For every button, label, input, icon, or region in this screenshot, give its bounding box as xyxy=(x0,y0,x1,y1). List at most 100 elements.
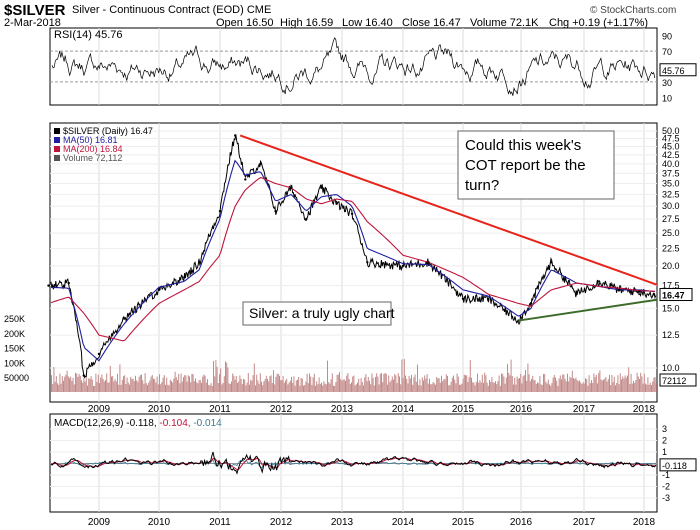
volume-bar xyxy=(607,379,609,392)
volume-bar xyxy=(467,381,469,392)
volume-bar xyxy=(469,360,471,392)
macd-tick--1: -1 xyxy=(662,470,670,480)
volume-bar xyxy=(241,384,243,392)
volume-bar xyxy=(318,377,320,392)
volume-bar xyxy=(66,370,68,392)
volume-bar xyxy=(431,384,433,392)
rsi-line xyxy=(51,37,656,96)
volume-bar xyxy=(531,379,532,392)
volume-bar xyxy=(129,384,130,392)
volume-bar xyxy=(73,384,75,392)
volume-bar xyxy=(72,377,74,392)
volume-bar xyxy=(169,379,171,392)
price-point xyxy=(618,288,621,292)
volume-bar xyxy=(274,384,276,392)
volume-bar xyxy=(520,373,522,392)
volume-bar xyxy=(451,377,453,392)
volume-bar xyxy=(598,373,600,392)
volume-bar xyxy=(181,381,183,392)
volume-bar xyxy=(465,375,466,392)
volume-bar xyxy=(353,375,355,392)
volume-bar xyxy=(497,381,499,392)
volume-bar xyxy=(432,382,434,392)
volume-bar xyxy=(311,384,313,392)
volume-bar xyxy=(207,379,208,392)
volume-bar xyxy=(537,382,538,392)
volume-bar xyxy=(52,384,54,392)
volume-bar xyxy=(258,383,260,392)
volume-bar xyxy=(279,375,280,392)
chart-symbol: $SILVER xyxy=(4,2,66,19)
volume-bar xyxy=(519,378,520,392)
volume-bar xyxy=(265,375,267,392)
volume-bar xyxy=(93,386,94,392)
volume-bar xyxy=(564,378,566,392)
volume-bar xyxy=(645,383,646,392)
chart-date: 2-Mar-2018 xyxy=(4,17,61,29)
volume-bar xyxy=(365,374,367,392)
volume-bar xyxy=(54,381,56,392)
volume-bar xyxy=(577,381,579,392)
volume-bar xyxy=(415,381,417,392)
volume-bar xyxy=(215,359,217,392)
price-tick-42.5: 42.5 xyxy=(662,150,680,160)
volume-bar xyxy=(412,384,414,392)
volume-bar xyxy=(571,370,573,392)
volume-bar xyxy=(420,385,422,392)
volume-bar xyxy=(352,376,354,392)
volume-bar xyxy=(406,378,408,392)
volume-bar xyxy=(280,380,282,392)
volume-bar xyxy=(496,384,498,392)
volume-bar xyxy=(449,385,451,392)
volume-bar xyxy=(202,376,204,392)
annotation-1-line-1: COT report be the xyxy=(465,157,586,174)
price-tick-45.0: 45.0 xyxy=(662,142,680,152)
volume-bar xyxy=(201,382,202,392)
volume-bar xyxy=(575,377,577,392)
volume-bar xyxy=(195,378,196,392)
volume-bar xyxy=(250,379,252,392)
volume-bar xyxy=(327,360,328,392)
price-tick-20.0: 20.0 xyxy=(662,261,680,271)
volume-bar xyxy=(328,382,330,392)
volume-bar xyxy=(409,378,411,392)
volume-bar xyxy=(271,383,273,392)
volume-bar xyxy=(349,384,351,392)
volume-bar xyxy=(642,383,644,392)
price-tick-35.0: 35.0 xyxy=(662,179,680,189)
volume-bar xyxy=(78,373,80,392)
ohlc-3: Close 16.47 xyxy=(402,17,461,29)
volume-bar xyxy=(457,376,459,392)
x-label-bottom-2013: 2013 xyxy=(331,517,354,528)
volume-bar xyxy=(136,380,138,392)
x-label-bottom-2016: 2016 xyxy=(510,517,533,528)
volume-bar xyxy=(269,376,271,392)
volume-bar xyxy=(635,380,637,392)
volume-bar xyxy=(297,379,298,392)
volume-bar xyxy=(161,381,163,392)
volume-bar xyxy=(613,376,615,392)
volume-bar xyxy=(619,373,621,392)
price-point xyxy=(244,178,247,181)
volume-bar xyxy=(557,386,559,392)
volume-bar xyxy=(545,381,547,392)
volume-bar xyxy=(417,364,418,392)
volume-bar xyxy=(233,375,235,392)
volume-bar xyxy=(55,376,57,392)
volume-bar xyxy=(64,376,66,392)
volume-tick-50000: 50000 xyxy=(4,373,29,383)
volume-bar xyxy=(283,382,285,392)
volume-bar xyxy=(124,375,126,392)
volume-bar xyxy=(633,381,634,392)
price-series xyxy=(50,134,657,379)
volume-bar xyxy=(483,383,484,392)
ohlc-5: Chg +0.19 (+1.17%) xyxy=(549,17,648,29)
volume-bar xyxy=(408,375,410,392)
volume-bar xyxy=(481,374,483,392)
volume-bar xyxy=(471,377,472,392)
volume-bar xyxy=(106,373,108,392)
volume-bar xyxy=(535,383,537,392)
volume-bar xyxy=(382,382,384,392)
watermark: © StockCharts.com xyxy=(590,5,676,16)
volume-bar xyxy=(439,382,441,392)
